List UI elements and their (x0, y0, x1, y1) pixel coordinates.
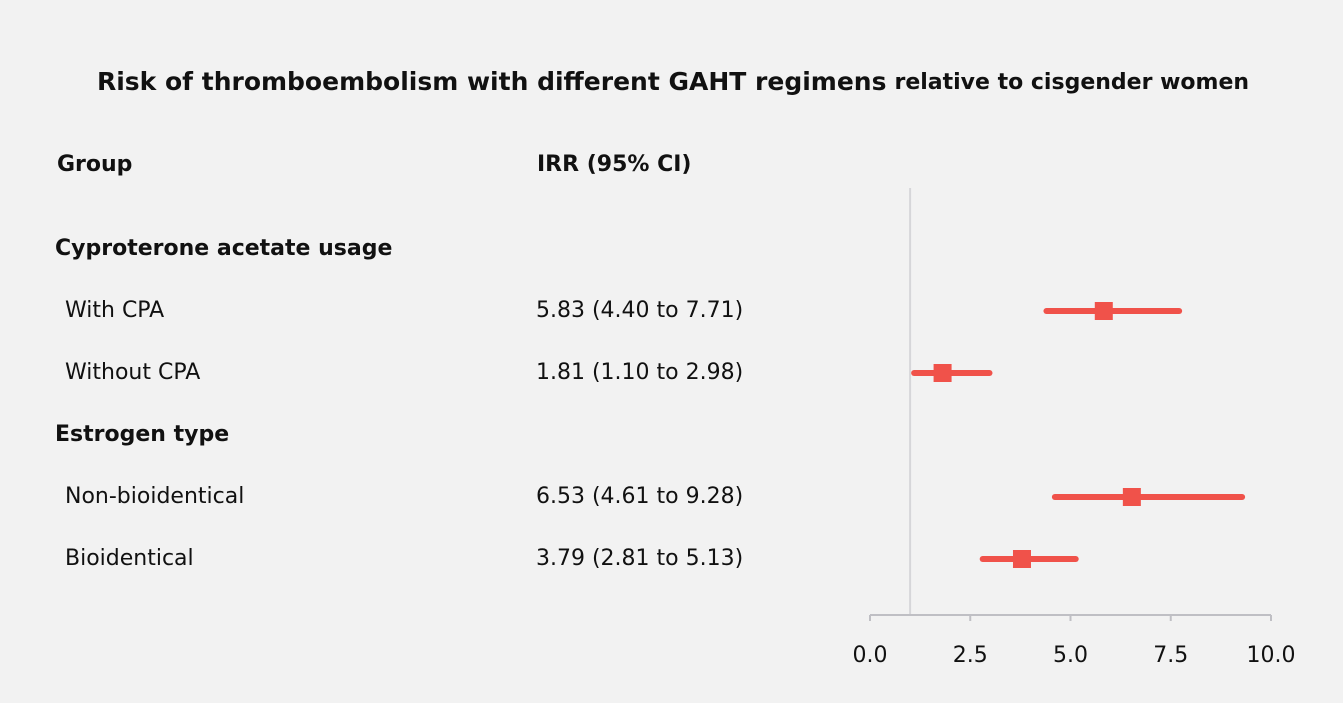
point-estimate (1122, 488, 1141, 506)
point-estimate (1012, 550, 1031, 568)
estimate-label: 1.81 (1.10 to 2.98) (536, 360, 743, 385)
chart-title: Risk of thromboembolism with different G… (97, 67, 1249, 96)
estimate-label: 6.53 (4.61 to 9.28) (536, 484, 743, 509)
x-tick-label: 10.0 (1247, 643, 1296, 668)
point-estimate (1094, 302, 1113, 320)
column-header: IRR (95% CI) (537, 152, 691, 177)
row-label: Without CPA (65, 360, 200, 385)
column-header: Group (57, 152, 132, 177)
row-label: With CPA (65, 298, 164, 323)
estimate-label: 3.79 (2.81 to 5.13) (536, 546, 743, 571)
title: Risk of thromboembolism with different G… (97, 67, 887, 96)
group-label: Cyproterone acetate usage (55, 236, 392, 261)
group-label: Estrogen type (55, 422, 229, 447)
x-tick-label: 7.5 (1153, 643, 1188, 668)
row-label: Non-bioidentical (65, 484, 244, 509)
x-tick-label: 0.0 (853, 643, 888, 668)
x-tick-label: 5.0 (1053, 643, 1088, 668)
row-label: Bioidentical (65, 546, 194, 571)
x-tick-label: 2.5 (953, 643, 988, 668)
subtitle: relative to cisgender women (894, 70, 1249, 95)
point-estimate (933, 364, 952, 382)
estimate-label: 5.83 (4.40 to 7.71) (536, 298, 743, 323)
